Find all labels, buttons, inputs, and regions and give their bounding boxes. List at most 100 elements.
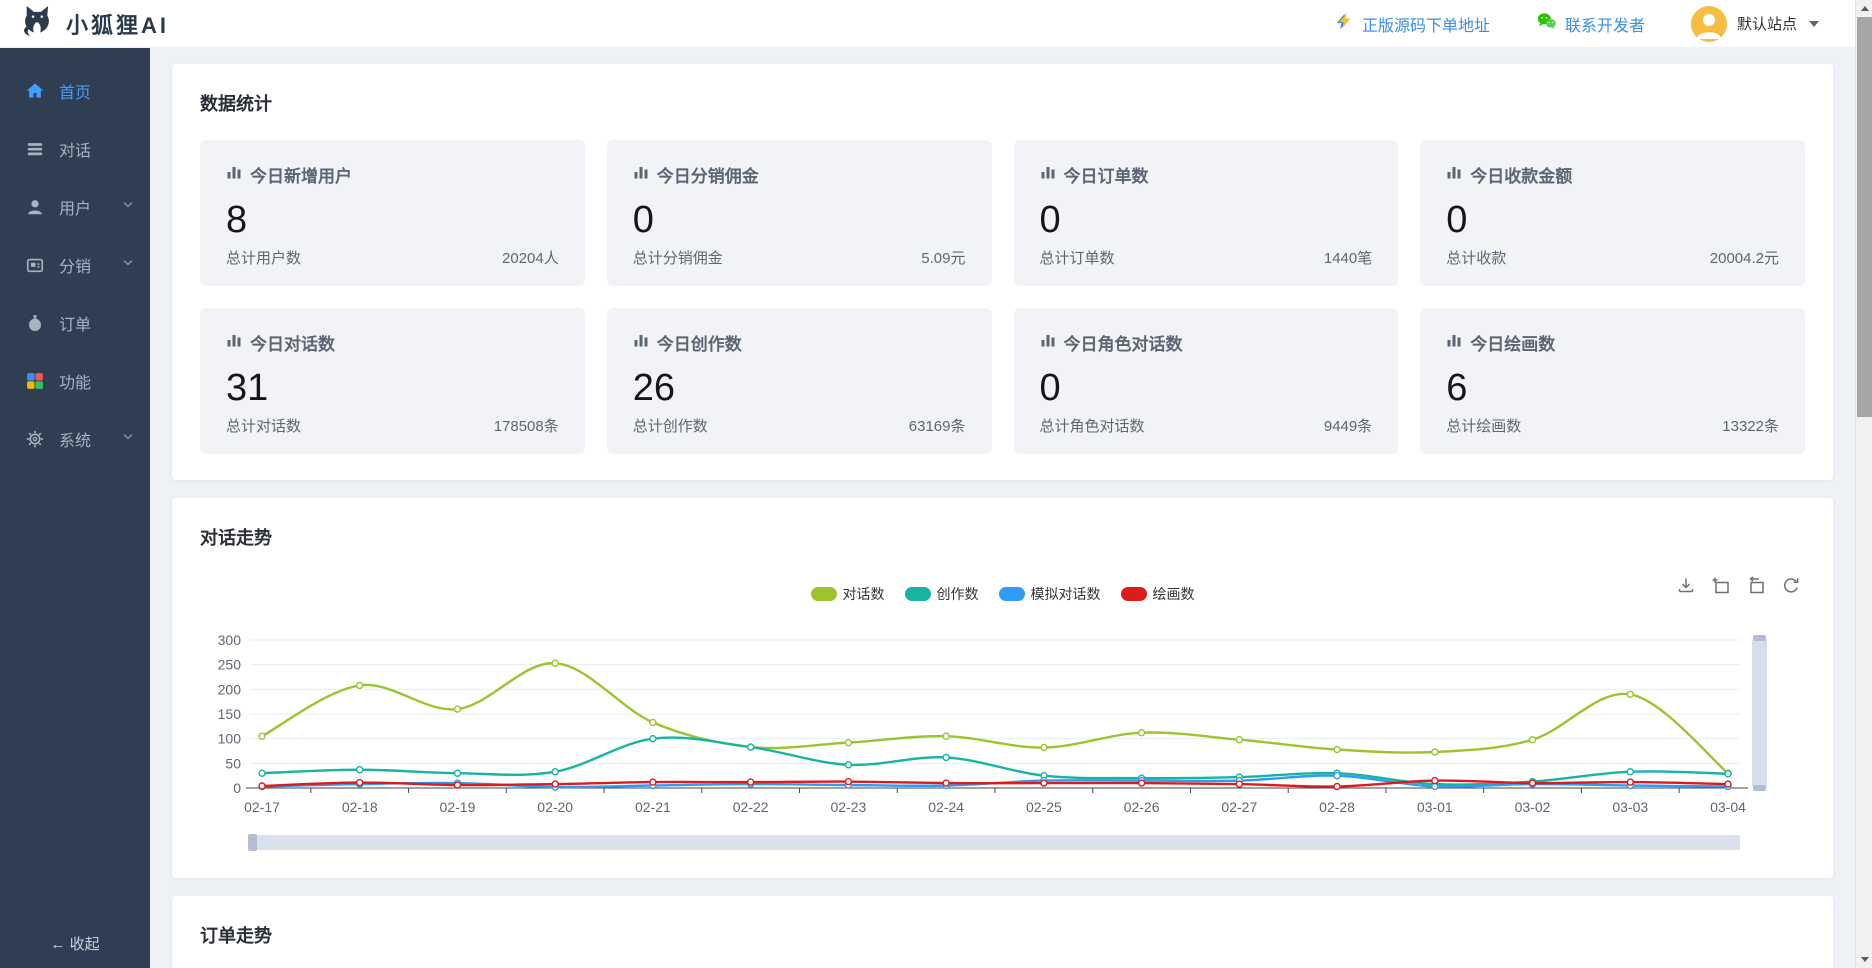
legend-label: 创作数 xyxy=(936,586,979,602)
zoom-reset-icon[interactable] xyxy=(1746,576,1766,596)
sidebar-item-features[interactable]: 功能 xyxy=(0,352,150,410)
sidebar-item-label: 系统 xyxy=(59,433,92,450)
restore-icon[interactable] xyxy=(1781,576,1801,596)
svg-text:03-04: 03-04 xyxy=(1710,799,1746,815)
stat-grid: 今日新增用户 8 总计用户数 20204人 今日分销佣金 0 总计分销佣金 5.09… xyxy=(200,140,1805,454)
svg-text:02-28: 02-28 xyxy=(1319,799,1355,815)
svg-text:02-17: 02-17 xyxy=(244,799,280,815)
stat-total-value: 9449条 xyxy=(1323,418,1373,435)
order-source-link-label: 正版源码下单地址 xyxy=(1361,17,1490,35)
svg-text:200: 200 xyxy=(218,681,242,697)
x-axis-labels: 02-17 02-18 02-19 02-20 02-21 02-22 02-23 02-24… xyxy=(244,799,1746,815)
legend-swatch xyxy=(810,587,837,601)
vertical-datazoom-slider[interactable] xyxy=(1752,635,1767,791)
legend-label: 对话数 xyxy=(842,586,885,602)
bar-chart-icon xyxy=(1040,164,1056,185)
stats-section: 数据统计 今日新增用户 8 总计用户数 20204人 今日分销佣金 0 总计分销佣… xyxy=(172,64,1833,480)
stat-total-value: 20004.2元 xyxy=(1709,250,1779,267)
scroll-up-icon[interactable] xyxy=(1856,0,1872,17)
order-trend-title: 订单走势 xyxy=(200,926,272,946)
bar-chart-icon xyxy=(1040,332,1056,353)
collapse-label: 收起 xyxy=(69,936,100,953)
order-source-link[interactable]: 正版源码下单地址 xyxy=(1334,11,1490,36)
top-bar: 小狐狸AI 正版源码下单地址 xyxy=(0,0,1855,48)
lightning-icon xyxy=(1334,11,1354,36)
svg-text:03-02: 03-02 xyxy=(1515,799,1551,815)
svg-text:03-01: 03-01 xyxy=(1417,799,1453,815)
sidebar-item-users[interactable]: 用户 xyxy=(0,178,150,236)
series-模拟对话数 xyxy=(258,771,1732,791)
series-绘画数 xyxy=(258,776,1732,791)
stat-total-label: 总计收款 xyxy=(1446,250,1507,267)
bar-chart-icon xyxy=(1446,332,1462,353)
contact-developer-link[interactable]: 联系开发者 xyxy=(1536,11,1645,37)
sidebar-item-distribution[interactable]: 分销 xyxy=(0,236,150,294)
sidebar-item-orders[interactable]: 订单 xyxy=(0,294,150,352)
legend-swatch xyxy=(998,587,1025,601)
stat-total-label: 总计订单数 xyxy=(1039,250,1115,267)
stat-total-value: 63169条 xyxy=(908,418,966,435)
chat-trend-section: 对话走势 对话数 创作数 模拟对话数 绘画数 xyxy=(172,498,1833,878)
stat-total-label: 总计创作数 xyxy=(632,418,708,435)
stat-value: 6 xyxy=(1446,367,1468,409)
distribution-icon xyxy=(24,254,46,276)
svg-text:02-22: 02-22 xyxy=(733,799,769,815)
legend-item-sim-chats[interactable]: 模拟对话数 xyxy=(998,584,1101,604)
svg-text:02-26: 02-26 xyxy=(1124,799,1160,815)
sidebar-item-system[interactable]: 系统 xyxy=(0,410,150,468)
avatar xyxy=(1690,5,1727,42)
chevron-down-icon xyxy=(122,256,134,274)
x-ticks xyxy=(310,788,1680,793)
sidebar-item-label: 订单 xyxy=(59,317,92,334)
scrollbar-thumb[interactable] xyxy=(1857,17,1872,417)
svg-text:100: 100 xyxy=(218,731,242,747)
stat-card-orders: 今日订单数 0 总计订单数 1440笔 xyxy=(1013,140,1399,286)
chevron-down-icon xyxy=(122,430,134,448)
legend-item-creations[interactable]: 创作数 xyxy=(904,584,979,604)
brand-logo: 小狐狸AI xyxy=(18,2,169,45)
stat-value: 31 xyxy=(226,367,269,409)
wechat-icon xyxy=(1536,11,1557,37)
user-icon xyxy=(24,196,46,218)
system-gear-icon xyxy=(24,428,46,450)
account-menu[interactable]: 默认站点 xyxy=(1690,5,1819,42)
stat-title: 今日对话数 xyxy=(250,335,335,354)
svg-text:250: 250 xyxy=(218,657,242,673)
order-trend-section: 订单走势 xyxy=(172,896,1833,968)
stat-total-value: 20204人 xyxy=(502,250,559,267)
stat-title: 今日分销佣金 xyxy=(656,167,759,186)
stat-total-label: 总计角色对话数 xyxy=(1039,418,1145,435)
svg-text:03-03: 03-03 xyxy=(1612,799,1648,815)
sidebar-item-label: 首页 xyxy=(59,85,92,102)
legend-swatch xyxy=(904,587,931,601)
sidebar-item-chat[interactable]: 对话 xyxy=(0,120,150,178)
logo-text: 小狐狸AI xyxy=(66,12,170,38)
stat-card-commission: 今日分销佣金 0 总计分销佣金 5.09元 xyxy=(606,140,992,286)
legend-item-chats[interactable]: 对话数 xyxy=(810,584,885,604)
chart-area: 0 50 100 150 200 250 300 02-17 02-18 02-19 02-20 02… xyxy=(200,630,1805,825)
sidebar-item-label: 分销 xyxy=(59,259,92,276)
sidebar: 首页 对话 用户 分销 xyxy=(0,48,150,968)
svg-text:50: 50 xyxy=(225,755,241,771)
legend-item-drawings[interactable]: 绘画数 xyxy=(1120,584,1195,604)
stat-total-label: 总计对话数 xyxy=(226,418,302,435)
stat-title: 今日角色对话数 xyxy=(1063,335,1183,354)
stat-title: 今日收款金额 xyxy=(1470,167,1573,186)
svg-text:02-20: 02-20 xyxy=(537,799,573,815)
sidebar-item-label: 功能 xyxy=(59,375,92,392)
y-axis-labels: 0 50 100 150 200 250 300 xyxy=(218,632,242,796)
datazoom-handle[interactable] xyxy=(248,834,257,851)
collapse-sidebar-button[interactable]: ← 收起 xyxy=(0,933,150,954)
scroll-down-icon[interactable] xyxy=(1856,951,1872,968)
page-scrollbar[interactable] xyxy=(1855,0,1872,968)
home-icon xyxy=(24,80,46,102)
sidebar-item-home[interactable]: 首页 xyxy=(0,62,150,120)
stat-value: 0 xyxy=(1039,367,1061,409)
svg-text:0: 0 xyxy=(233,780,241,796)
horizontal-datazoom-slider[interactable] xyxy=(248,834,1740,851)
save-image-icon[interactable] xyxy=(1676,576,1696,596)
data-zoom-select-icon[interactable] xyxy=(1711,576,1731,596)
legend-label: 绘画数 xyxy=(1152,586,1195,602)
fox-logo-icon xyxy=(18,2,56,45)
